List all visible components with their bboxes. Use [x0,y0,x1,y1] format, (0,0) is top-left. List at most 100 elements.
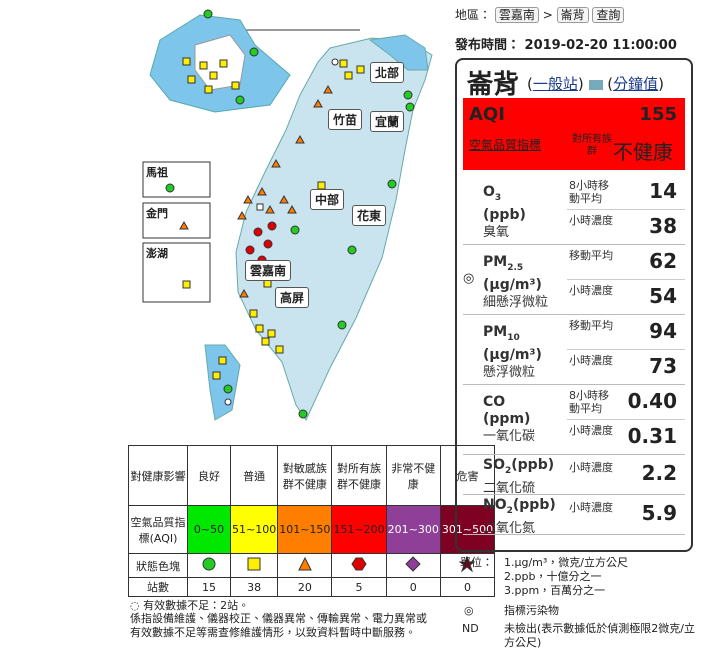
label: 155 [639,104,677,125]
status-icon [298,556,312,571]
label: 2 [504,465,512,476]
measure-value: 54 [649,283,677,308]
element [187,553,231,578]
measure-label: 移動平均 [569,318,613,332]
element [588,79,603,90]
label: (ppb) [512,497,556,513]
station-type-link[interactable]: 一般站 [532,75,578,93]
label: 發布時間： [455,38,521,53]
inset-label: 澎湖 [146,247,168,260]
label: 站數 [128,577,188,597]
pollutant-name: PM10 (μg/m³) 懸浮微粒 [483,324,542,381]
element [405,556,421,572]
label: 地區： [455,8,492,22]
element [209,71,218,80]
station-select[interactable]: 崙背 [556,7,589,23]
label: 201~300 [385,505,441,554]
element [235,37,433,422]
label: PM [483,254,508,270]
region-label: 北部 [370,62,405,83]
measure-label: 小時濃度 [569,501,613,514]
pollutant-row: O3 (ppb) 臭氧 8小時移動平均 14 小時濃度 38 [463,174,685,245]
measure-value: 0.40 [627,388,677,413]
region-label: 中部 [310,189,345,210]
element [331,553,387,578]
element [385,553,441,578]
element [182,57,365,380]
status-icon [405,556,421,572]
row-divider [567,419,685,420]
pollutant-name: PM2.5 (μg/m³) 細懸浮微粒 [483,254,548,311]
status-icon [458,555,476,573]
measure-value: 0.31 [627,423,677,448]
minute-link[interactable]: 分鐘值 [613,75,659,93]
element [287,204,297,214]
element: 發布時間： 2019-02-20 11:00:00 [455,34,677,53]
label: 單位： [460,556,493,569]
label: 301~500 [439,505,496,554]
measure-label: 8小時移動平均 [569,178,609,205]
element [255,324,264,333]
label: 0 [385,577,441,597]
label: 崙背 [467,70,520,100]
element [179,84,333,298]
pollutant-row: PM10 (μg/m³) 懸浮微粒 移動平均 94 小時濃度 73 [463,314,685,385]
status-icon [202,557,216,571]
element [224,398,232,406]
element: ◌ 有效數據不足：2站。 [130,597,249,613]
element [257,186,267,196]
label: CO [483,394,506,410]
label: 非常不健康 [385,445,441,506]
element [243,194,253,204]
row-divider [567,279,685,280]
status-icon [351,557,367,571]
measure-label: 小時濃度 [569,353,613,367]
pollutant-row: SO2(ppb) 二氧化硫 小時濃度 2.2 [463,454,685,496]
label: (ppm) [483,411,531,427]
label: ND [462,622,479,635]
label: (μg/m³) [483,276,542,293]
label: 臭氧 [483,224,510,240]
element [224,58,339,406]
measure-label: 小時濃度 [569,213,613,227]
element [212,371,221,380]
element [229,553,279,578]
element: 對健康影響 良好 普通 對敏感族群不健康 對所有族群不健康 非常不健康 危害 [128,445,496,506]
element [323,84,333,94]
element [261,337,270,346]
pollutant-row: CO (ppm) 一氧化碳 8小時移動平均 0.40 小時濃度 0.31 [463,384,685,455]
element [223,384,233,394]
element [142,242,211,303]
element [263,279,272,288]
element [249,47,259,57]
label: 3.ppm，百萬分之一 [504,584,606,597]
label: 對健康影響 [128,445,188,506]
element [271,158,281,168]
element [387,179,397,189]
element [344,71,353,80]
label: PM [483,324,508,340]
label: > [542,8,553,22]
measure-value: 38 [649,213,677,238]
element [245,245,255,255]
element: 狀態色塊 [128,553,496,578]
region-label: 竹苗 [328,109,363,130]
query-button[interactable]: 查詢 [592,7,625,23]
measure-value: 73 [649,353,677,378]
element [237,210,247,220]
measure-label: 小時濃度 [569,423,613,437]
label: 對所有族群不健康 [331,445,387,506]
label: 101~150 [277,505,333,554]
element [403,90,413,100]
element [290,225,300,235]
element [317,181,326,190]
label: 不健康 [613,140,673,164]
label: 15 [187,577,231,597]
element [253,227,263,237]
element [339,59,348,68]
region-select[interactable]: 雲嘉南 [494,7,539,23]
measure-label: 小時濃度 [569,283,613,297]
element [279,194,289,204]
element [231,81,240,90]
label: 2 [506,505,513,516]
